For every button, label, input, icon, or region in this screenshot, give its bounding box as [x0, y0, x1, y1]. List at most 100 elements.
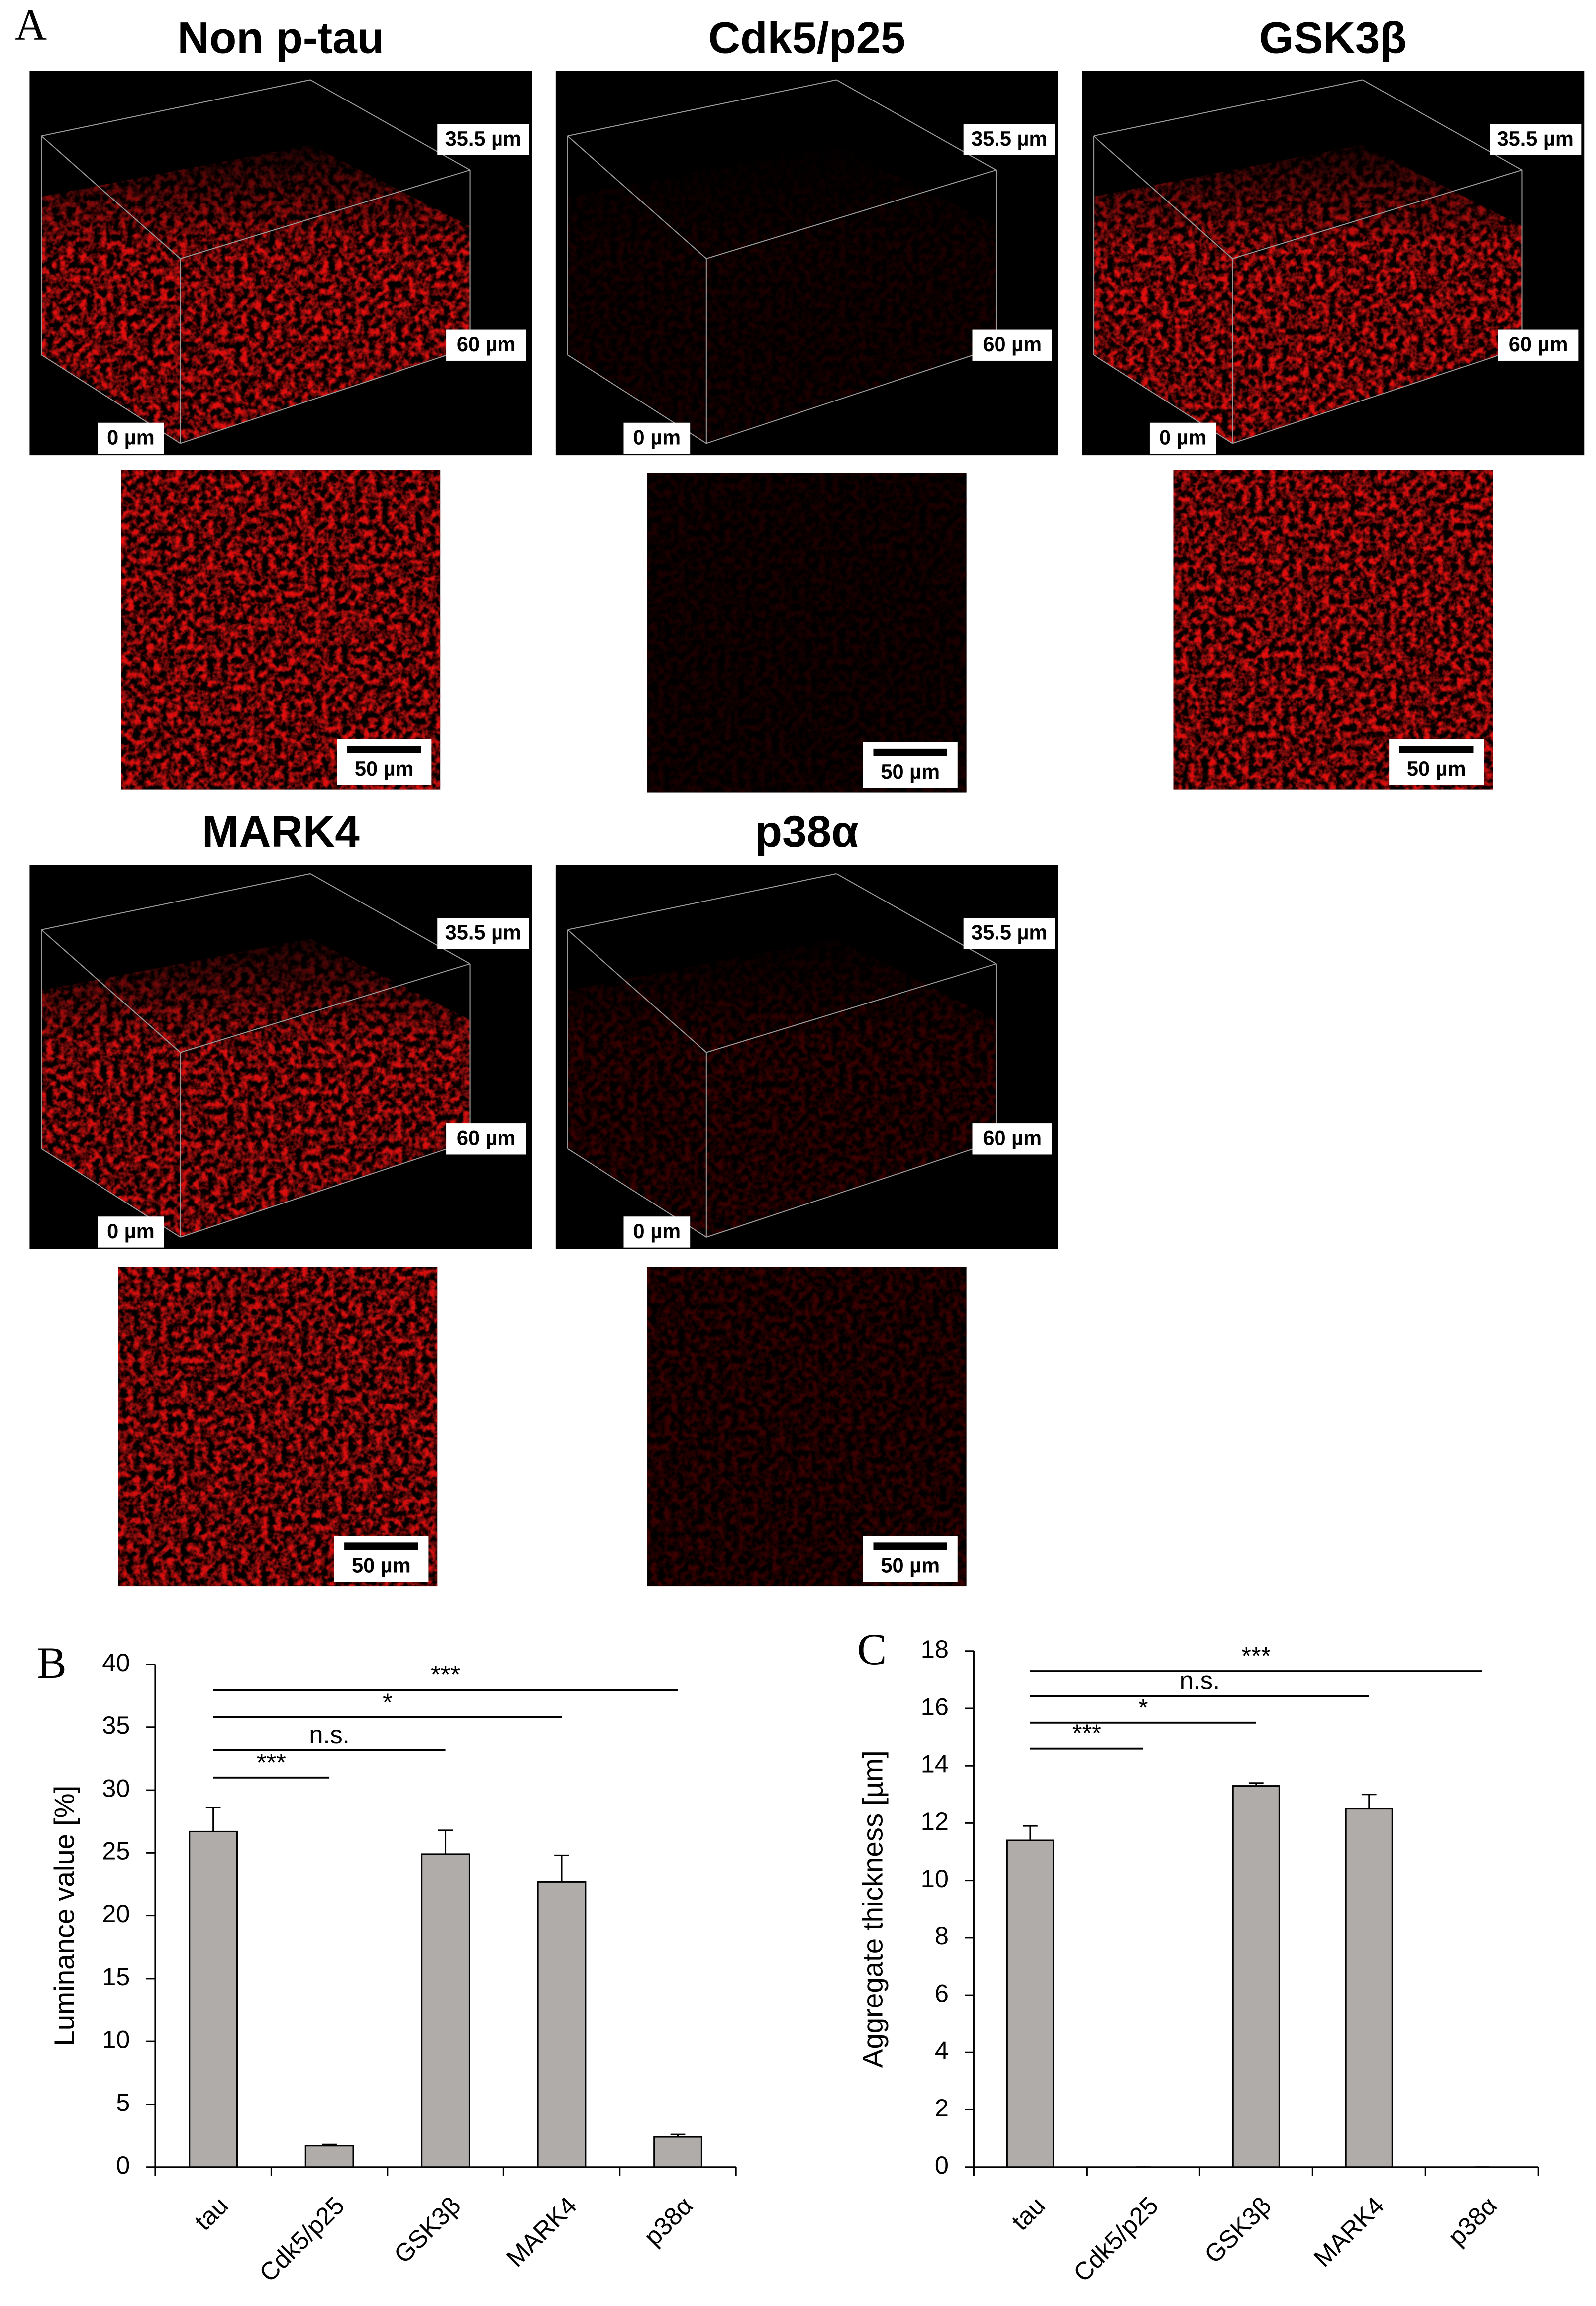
significance-label: *** — [257, 1748, 286, 1776]
scale-label: 50 µm — [355, 757, 414, 780]
panel-label: C — [857, 1625, 887, 1674]
width-label: 60 µm — [457, 332, 516, 356]
panel-label: B — [37, 1639, 66, 1688]
panel-title: Non p-tau — [178, 13, 385, 63]
volume-edge — [180, 1140, 470, 1238]
x-tick-label: GSK3β — [388, 2191, 466, 2269]
y-tick-label: 14 — [921, 1750, 949, 1778]
x-tick-label: p38α — [638, 2191, 698, 2251]
height-label: 35.5 µm — [445, 127, 521, 150]
panel-label: A — [15, 1, 47, 50]
y-tick-label: 5 — [116, 2088, 130, 2116]
volume-signal — [567, 938, 997, 1237]
volume-edge — [41, 135, 181, 259]
width-label-box — [972, 329, 1052, 361]
origin-label: 0 µm — [633, 425, 681, 449]
origin-label-box — [623, 1216, 691, 1248]
origin-label-box — [623, 422, 691, 454]
volume-edge — [1232, 169, 1522, 259]
origin-label: 0 µm — [107, 1219, 155, 1243]
bar — [189, 1830, 238, 2168]
height-label-box — [437, 124, 529, 155]
section-signal — [1173, 470, 1493, 790]
panel-title: MARK4 — [202, 806, 360, 856]
significance-label: * — [383, 1688, 393, 1716]
volume-edge — [706, 169, 997, 259]
volume-edge — [567, 873, 837, 930]
height-label: 35.5 µm — [971, 921, 1047, 944]
width-label: 60 µm — [983, 1126, 1042, 1150]
x-tick-label: tau — [189, 2191, 234, 2236]
section-signal — [118, 1267, 438, 1587]
scale-label: 50 µm — [352, 1553, 411, 1577]
width-label-box — [446, 1123, 526, 1155]
volume-signal — [567, 145, 997, 444]
significance-label: * — [1138, 1693, 1148, 1721]
y-axis-label: Aggregate thickness [µm] — [857, 1750, 888, 2068]
width-label-box — [1498, 329, 1579, 361]
panel-title: Cdk5/p25 — [708, 13, 905, 63]
y-tick-label: 6 — [935, 1979, 949, 2007]
y-tick-label: 8 — [935, 1921, 949, 1950]
significance-label: n.s. — [309, 1720, 349, 1749]
y-tick-label: 0 — [116, 2151, 130, 2179]
volume-edge — [567, 929, 707, 1053]
bar — [537, 1881, 587, 2168]
x-tick-label: MARK4 — [1308, 2191, 1389, 2272]
y-tick-label: 2 — [935, 2094, 949, 2122]
significance-label: *** — [1072, 1719, 1101, 1747]
volume-edge — [180, 963, 470, 1053]
y-tick-label: 18 — [921, 1635, 949, 1663]
height-label-box — [963, 124, 1055, 155]
y-tick-label: 10 — [921, 1864, 949, 1893]
y-tick-label: 30 — [102, 1774, 130, 1802]
y-tick-label: 40 — [102, 1648, 130, 1677]
x-tick-label: Cdk5/p25 — [1068, 2191, 1164, 2287]
y-tick-label: 4 — [935, 2036, 949, 2065]
scale-label: 50 µm — [881, 760, 940, 783]
y-tick-label: 10 — [102, 2025, 130, 2054]
volume-edge — [41, 929, 181, 1053]
volume-edge — [41, 873, 310, 930]
bar — [1006, 1839, 1054, 2168]
panel-title: GSK3β — [1259, 13, 1407, 63]
y-tick-label: 15 — [102, 1962, 130, 1991]
significance-label: *** — [431, 1660, 460, 1689]
origin-label-box — [98, 1216, 164, 1248]
bar — [1345, 1808, 1393, 2168]
volume-signal — [41, 145, 470, 444]
bar — [421, 1853, 470, 2168]
volume-edge — [567, 79, 837, 137]
y-tick-label: 25 — [102, 1837, 130, 1865]
volume-edge — [1232, 347, 1522, 444]
scale-label: 50 µm — [881, 1553, 940, 1577]
volume-edge — [706, 347, 997, 444]
y-axis-label: Luminance value [%] — [49, 1786, 80, 2046]
significance-label: *** — [1241, 1642, 1271, 1670]
y-tick-label: 16 — [921, 1692, 949, 1720]
width-label-box — [972, 1123, 1052, 1155]
height-label: 35.5 µm — [1497, 127, 1574, 150]
volume-edge — [567, 135, 707, 259]
origin-label: 0 µm — [1159, 425, 1207, 449]
height-label-box — [437, 918, 529, 949]
width-label: 60 µm — [457, 1126, 516, 1150]
bar — [653, 2136, 702, 2168]
height-label: 35.5 µm — [445, 921, 521, 944]
height-label: 35.5 µm — [971, 127, 1047, 150]
volume-edge — [41, 79, 310, 137]
x-tick-label: GSK3β — [1199, 2191, 1277, 2269]
section-signal — [647, 473, 967, 793]
bar — [304, 2145, 354, 2168]
x-tick-label: MARK4 — [501, 2191, 582, 2272]
y-tick-label: 0 — [935, 2151, 949, 2179]
width-label: 60 µm — [1509, 332, 1568, 356]
width-label: 60 µm — [983, 332, 1042, 356]
y-tick-label: 20 — [102, 1900, 130, 1928]
bar — [1232, 1785, 1280, 2168]
volume-edge — [706, 1140, 997, 1238]
y-tick-label: 12 — [921, 1807, 949, 1835]
x-tick-label: tau — [1006, 2191, 1051, 2236]
height-label-box — [1490, 124, 1582, 155]
origin-label: 0 µm — [633, 1219, 681, 1243]
